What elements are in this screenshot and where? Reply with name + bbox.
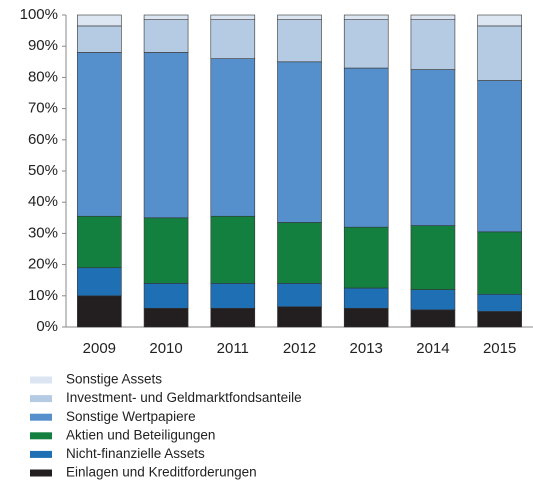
bar-segment — [143, 14, 189, 20]
bar-segment — [210, 19, 256, 59]
bar-segment — [77, 14, 122, 27]
bar-segment — [477, 80, 522, 233]
legend-label: Aktien und Beteiligungen — [66, 427, 215, 442]
y-tick-label: 40% — [28, 193, 58, 210]
bar-segment — [210, 58, 256, 217]
legend-swatch — [30, 376, 52, 384]
bar-segment — [343, 14, 389, 20]
bar-segment — [210, 283, 256, 309]
bar-segment — [343, 287, 389, 309]
x-tick-label: 2013 — [350, 340, 383, 357]
y-tick-label: 80% — [28, 68, 58, 85]
legend-swatch — [30, 469, 52, 477]
bar-segment — [477, 293, 522, 312]
bar-segment — [77, 295, 122, 328]
x-tick-label: 2009 — [83, 340, 116, 357]
legend-swatch — [30, 450, 52, 458]
legend-label: Sonstige Assets — [66, 372, 162, 387]
bar-segment — [343, 67, 389, 228]
bar-segment — [410, 225, 456, 290]
bar-segment — [410, 19, 456, 70]
y-tick-label: 60% — [28, 131, 58, 148]
bar-segment — [77, 25, 122, 53]
bar-segment — [277, 61, 322, 223]
legend-label: Investment- und Geldmarktfondsanteile — [66, 390, 302, 405]
bar-segment — [77, 52, 122, 217]
y-tick-label: 50% — [28, 162, 58, 179]
bar-segment — [210, 215, 256, 284]
bar-segment — [343, 19, 389, 69]
x-tick-label: 2011 — [217, 340, 249, 357]
bar-segment — [210, 14, 256, 20]
x-tick-label: 2015 — [483, 340, 516, 357]
bar-segment — [410, 289, 456, 311]
bar-segment — [277, 283, 322, 308]
x-tick-label: 2014 — [416, 340, 449, 357]
y-tick-label: 70% — [28, 100, 58, 117]
bar-segment — [477, 231, 522, 295]
bar-segment — [410, 309, 456, 328]
x-tick-label: 2012 — [283, 340, 316, 357]
bar-segment — [210, 307, 256, 328]
bar-segment — [343, 307, 389, 328]
y-tick-label: 30% — [28, 224, 58, 241]
legend-label: Nicht-finanzielle Assets — [66, 446, 205, 461]
bar-segment — [477, 311, 522, 328]
bar-segment — [143, 217, 189, 284]
bar-segment — [410, 14, 456, 20]
bar-segment — [77, 267, 122, 297]
bar-segment — [277, 306, 322, 328]
bar-segment — [343, 226, 389, 289]
bar-segment — [143, 283, 189, 309]
bar-segment — [277, 14, 322, 20]
y-tick-label: 90% — [28, 37, 58, 54]
x-tick-label: 2010 — [149, 340, 182, 357]
bar-segment — [77, 215, 122, 269]
legend-swatch — [30, 432, 52, 440]
legend-label: Sonstige Wertpapiere — [66, 409, 196, 424]
legend-swatch — [30, 413, 52, 421]
bar-segment — [410, 69, 456, 226]
y-tick-label: 20% — [28, 256, 58, 273]
bar-segment — [477, 25, 522, 81]
legend-swatch — [30, 395, 52, 403]
bar-segment — [477, 14, 522, 27]
y-tick-label: 0% — [36, 318, 58, 335]
y-tick-label: 100% — [20, 6, 58, 23]
bar-segment — [277, 19, 322, 63]
bar-segment — [277, 222, 322, 284]
bar-segment — [143, 19, 189, 53]
legend-label: Einlagen und Kreditforderungen — [66, 465, 257, 480]
bar-segment — [143, 52, 189, 219]
y-tick-label: 10% — [28, 287, 58, 304]
bar-segment — [143, 307, 189, 328]
